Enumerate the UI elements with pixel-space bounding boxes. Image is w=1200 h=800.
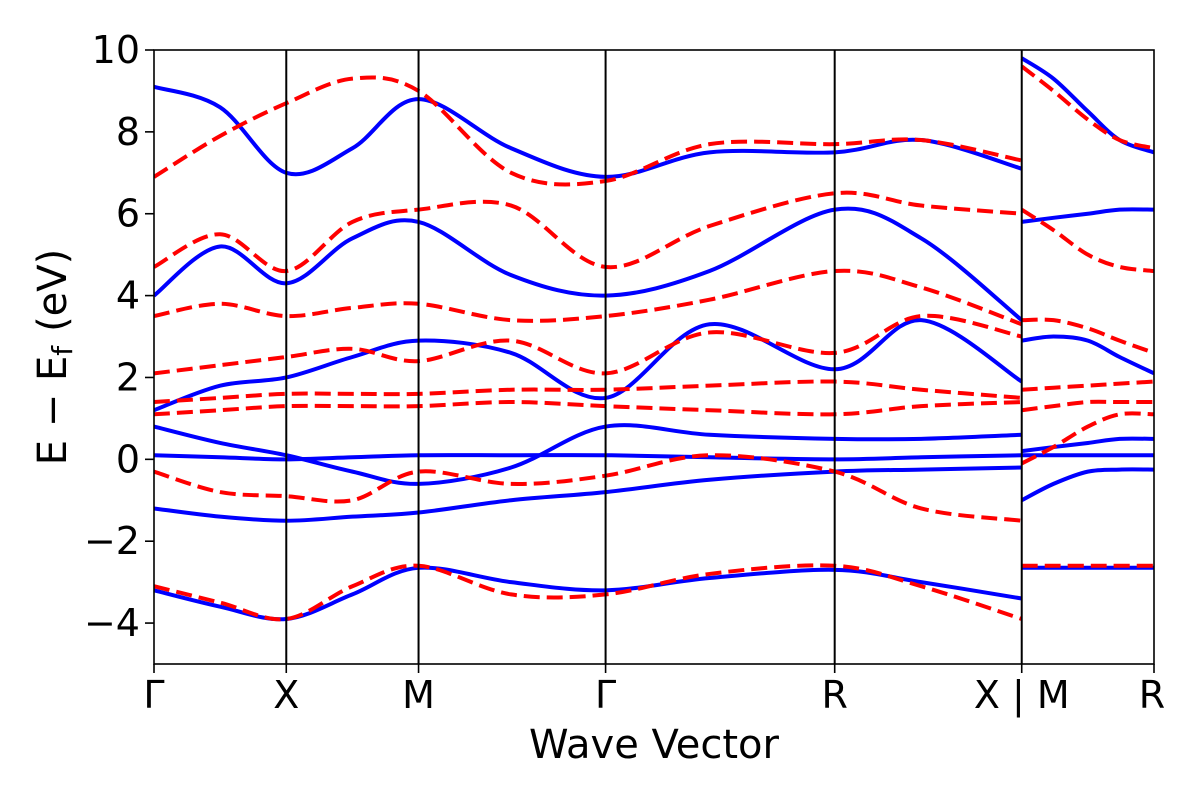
x-axis-label: Wave Vector [529, 722, 780, 768]
y-axis-label: E − Ef (eV) [30, 249, 79, 466]
y-axis-label-subscript: f [46, 345, 79, 356]
dashed-band-7 [154, 563, 1023, 622]
dashed-band-9 [154, 379, 1022, 405]
dashed-band-23 [1020, 411, 1154, 466]
x-tick-label: Γ [143, 673, 164, 717]
plot-frame [153, 49, 1155, 665]
y-tick-label: 0 [116, 437, 140, 481]
x-tick-label: M [402, 673, 435, 717]
dashed-band-28 [1020, 64, 1154, 151]
y-axis-label-main: E − E [30, 356, 76, 466]
solid-band-6 [154, 84, 1023, 179]
solid-band-18 [1021, 436, 1154, 454]
y-tick-label: −2 [84, 519, 140, 563]
solid-band-5 [154, 206, 1023, 322]
x-axis: Γ X M Γ R X | M R [143, 664, 1165, 718]
solid-band-21 [1020, 56, 1154, 155]
dashed-band-27 [1020, 207, 1154, 274]
x-tick-label: X | M [974, 673, 1070, 718]
dashed-band-10 [154, 400, 1022, 417]
y-tick-label: 6 [116, 192, 140, 236]
x-tick-label: R [821, 673, 847, 717]
x-tick-label: R [1139, 673, 1165, 717]
dashed-band-24 [1021, 399, 1154, 413]
dashed-band-25 [1021, 379, 1154, 392]
dashed-band-12 [154, 268, 1023, 327]
y-axis: −4 −2 0 2 4 6 8 10 [84, 28, 154, 645]
y-tick-label: 10 [92, 28, 140, 72]
high-symmetry-lines [285, 50, 1023, 664]
y-tick-label: 4 [116, 274, 140, 318]
y-axis-label-unit: (eV) [30, 249, 76, 332]
solid-band-4 [154, 318, 1023, 413]
y-tick-label: 8 [116, 110, 140, 154]
dashed-band-14 [154, 75, 1023, 187]
dashed-band-13 [154, 190, 1022, 274]
dashed-band-8 [154, 453, 1022, 523]
solid-band-3 [154, 423, 1022, 486]
x-tick-label: Γ [595, 673, 616, 717]
band-lines [154, 56, 1154, 622]
solid-band-20 [1021, 207, 1154, 224]
x-tick-label: X [273, 673, 299, 717]
solid-band-19 [1021, 334, 1154, 376]
y-tick-label: −4 [84, 601, 140, 645]
dashed-band-11 [154, 313, 1023, 376]
y-tick-label: 2 [116, 355, 140, 399]
solid-band-16 [1020, 467, 1154, 503]
solid-band-1 [154, 465, 1022, 523]
